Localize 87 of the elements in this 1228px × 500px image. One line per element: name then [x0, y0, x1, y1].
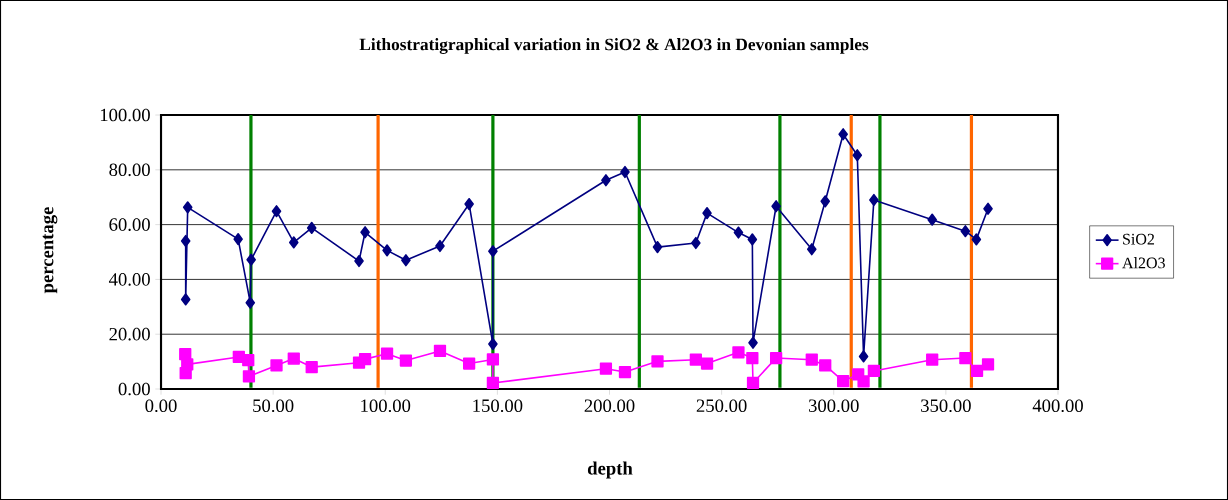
x-tick-label: 350.00 — [921, 399, 971, 413]
point — [271, 205, 282, 218]
point — [748, 336, 758, 349]
point — [354, 254, 364, 268]
point — [305, 360, 318, 374]
point — [691, 236, 701, 250]
point — [838, 128, 848, 141]
point — [971, 233, 982, 246]
point — [858, 350, 869, 363]
point — [820, 195, 831, 208]
x-tick-label: 250.00 — [696, 399, 747, 413]
point — [747, 233, 758, 246]
point — [805, 353, 818, 366]
point — [245, 296, 256, 309]
y-tick-label: 20.00 — [109, 327, 150, 341]
point — [819, 359, 832, 372]
point — [182, 201, 193, 214]
point — [733, 226, 744, 239]
x-tick-label: 200.00 — [584, 399, 635, 413]
point — [382, 244, 392, 257]
point — [769, 351, 783, 365]
point — [233, 232, 243, 246]
point — [927, 213, 937, 226]
y-axis-title: percentage — [42, 207, 58, 294]
point — [242, 370, 256, 383]
point — [618, 365, 632, 379]
legend-label: Al2O3 — [1122, 257, 1165, 269]
chart-title: Lithostratigraphical variation in SiO2 & Al2O3 in Devonian samples — [359, 38, 869, 54]
point — [180, 234, 191, 248]
point — [867, 364, 881, 378]
point — [360, 226, 370, 239]
point — [651, 355, 664, 368]
point — [242, 354, 255, 367]
point — [401, 254, 411, 267]
point — [433, 344, 447, 358]
point — [181, 358, 194, 371]
point — [959, 351, 972, 365]
point — [287, 352, 300, 365]
x-tick-label: 300.00 — [808, 399, 859, 413]
point — [983, 202, 993, 215]
x-tick-label: 0.00 — [145, 399, 177, 413]
point — [399, 354, 413, 367]
point — [746, 376, 760, 390]
y-tick-label: 80.00 — [109, 163, 150, 177]
y-tick-label: 0.00 — [118, 382, 150, 396]
y-tick-label: 40.00 — [108, 273, 150, 286]
point — [180, 293, 191, 306]
point — [306, 221, 317, 235]
point — [702, 206, 712, 220]
point — [464, 197, 474, 211]
x-tick-label: 400.00 — [1032, 399, 1083, 413]
x-tick-label: 150.00 — [473, 399, 523, 413]
point — [852, 149, 863, 162]
point — [486, 376, 500, 390]
point — [488, 337, 498, 351]
point — [771, 200, 781, 213]
y-tick-label: 100.00 — [100, 108, 150, 122]
x-tick-label: 50.00 — [253, 399, 294, 413]
point — [463, 357, 476, 370]
point — [358, 352, 372, 366]
point — [857, 375, 870, 388]
point — [806, 243, 817, 256]
point — [689, 353, 702, 366]
point — [981, 358, 995, 371]
point — [652, 240, 663, 254]
point — [700, 357, 714, 370]
point — [926, 353, 939, 366]
point — [746, 351, 759, 365]
point — [869, 193, 879, 207]
point — [270, 359, 283, 372]
point — [970, 364, 984, 378]
point — [601, 174, 611, 187]
point — [288, 236, 299, 249]
point — [620, 165, 630, 179]
legend-label: SiO2 — [1123, 233, 1155, 245]
point — [435, 239, 445, 253]
y-tick-label: 60.00 — [109, 218, 150, 231]
point — [837, 374, 850, 388]
point — [599, 362, 613, 375]
point — [960, 225, 971, 238]
point — [732, 346, 745, 359]
point — [486, 353, 500, 366]
point — [488, 245, 498, 258]
point — [246, 253, 256, 266]
x-tick-label: 100.00 — [361, 399, 411, 413]
x-axis-title: depth — [587, 461, 633, 479]
point — [380, 347, 394, 360]
